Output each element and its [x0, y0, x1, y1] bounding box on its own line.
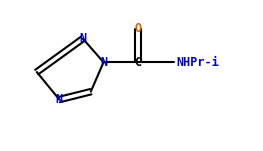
Text: NHPr-i: NHPr-i	[176, 56, 219, 69]
Text: N: N	[79, 32, 87, 45]
Text: O: O	[134, 22, 141, 35]
Text: C: C	[134, 56, 141, 69]
Text: N: N	[100, 56, 107, 69]
Text: N: N	[56, 93, 63, 106]
